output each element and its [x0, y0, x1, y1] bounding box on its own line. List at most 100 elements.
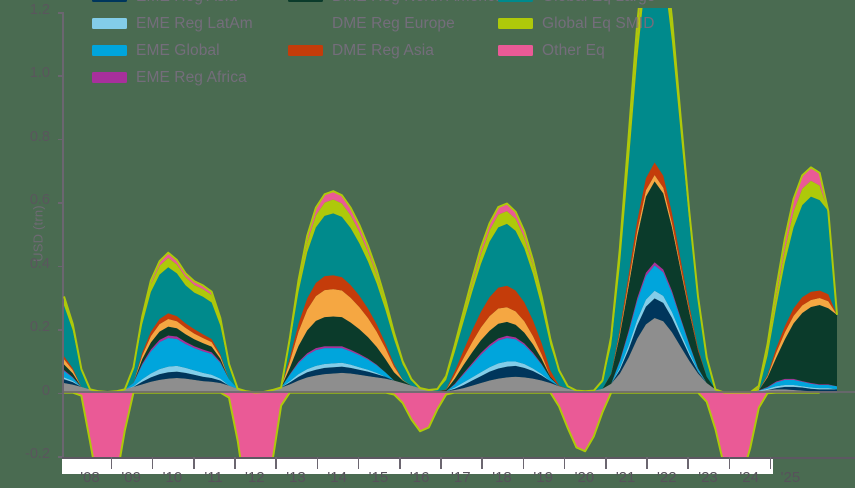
plot-area [62, 8, 855, 457]
legend-item-label: EME Reg LatAm [136, 14, 253, 32]
legend-item-label: DME Reg North America [332, 0, 504, 6]
legend-swatch-icon [92, 18, 127, 29]
x-axis-tick-label: '09 [121, 469, 141, 486]
x-axis-tick-mark [275, 457, 277, 469]
legend-swatch-icon [92, 72, 127, 83]
total-outline [63, 8, 838, 394]
legend-item-label: EME Reg Africa [136, 68, 247, 86]
x-axis-tick-label: '21 [615, 469, 636, 486]
x-axis-tick-mark [646, 457, 648, 469]
y-axis-tick-label: 1.0 [29, 65, 50, 82]
x-axis-band [62, 457, 773, 474]
legend-swatch-icon [498, 18, 533, 29]
legend-swatch-icon [498, 45, 533, 56]
x-axis-tick-label: '16 [409, 469, 430, 486]
area-series-sector [64, 318, 837, 393]
x-axis-tick-label: '13 [286, 469, 306, 486]
legend-item[interactable]: Global Eq Large [498, 0, 698, 10]
x-axis-tick-label: '23 [698, 469, 718, 486]
legend-item-label: DME Reg Asia [332, 41, 434, 59]
legend-swatch-icon [92, 0, 127, 2]
zero-reference-line [62, 391, 855, 393]
area-series-dme-reg-north-america [64, 181, 837, 393]
legend-item[interactable]: DME Reg Europe [288, 10, 498, 37]
y-axis-tick-label: 1.2 [29, 2, 50, 18]
x-axis-tick-label: '25 [780, 469, 801, 486]
y-axis-tick-mark [58, 392, 64, 395]
y-axis-tick-mark [58, 12, 64, 14]
x-axis-tick-mark [728, 457, 731, 469]
x-axis-tick-mark [234, 457, 236, 469]
y-axis-line [62, 12, 64, 456]
legend-item[interactable]: Global Eq SMID [498, 10, 698, 37]
x-axis-tick-label: '08 [80, 469, 100, 486]
area-series-other-eq [64, 392, 820, 457]
legend-swatch-icon [288, 0, 323, 2]
x-axis-tick-label: '11 [204, 469, 223, 486]
area-series-eme-global [64, 265, 837, 393]
x-axis-tick-mark [399, 457, 401, 469]
legend-column: DME Reg North America DME Reg Europe DME R… [288, 0, 504, 64]
legend-item[interactable]: EME Reg Africa [92, 64, 288, 91]
legend-swatch-icon [288, 45, 323, 56]
stacked-area-svg [63, 8, 838, 457]
y-axis-tick-label: 0.2 [29, 319, 50, 336]
legend-swatch-icon [92, 45, 127, 56]
x-axis-tick-mark [563, 457, 566, 469]
x-axis-tick-label: '18 [492, 469, 512, 486]
y-axis-tick-label: -0.2 [25, 446, 50, 462]
y-axis-tick-label: 0.6 [29, 192, 50, 209]
legend-item-label: Global Eq Large [542, 0, 656, 6]
y-axis-tick-mark [58, 456, 64, 458]
x-axis-tick-label: '12 [245, 469, 265, 486]
x-axis-tick-label: '15 [368, 469, 389, 486]
y-axis-tick-mark [58, 329, 64, 331]
x-axis-tick-label: '20 [574, 469, 595, 486]
legend-item[interactable]: DME Reg Asia [288, 37, 498, 64]
area-series-eme-reg-asia [64, 298, 837, 393]
x-axis-tick-mark [110, 457, 113, 469]
legend-item-label: EME Global [136, 41, 220, 59]
y-axis-tick-mark [58, 265, 64, 268]
x-axis-tick-mark [481, 457, 483, 469]
legend-swatch-icon [498, 0, 533, 2]
y-axis-tick-mark [58, 75, 64, 77]
x-axis-tick-mark [769, 457, 772, 469]
legend-item-label: Other Eq [542, 41, 605, 59]
x-axis-tick-mark [316, 457, 319, 469]
area-series-global-eq-large [64, 8, 837, 393]
legend-item-label: EME Reg Asia [136, 0, 237, 6]
y-axis-tick-label: 0 [41, 382, 50, 399]
x-axis-tick-label: '19 [533, 469, 553, 486]
y-axis-tick-mark [58, 138, 64, 141]
total-outline [64, 391, 820, 457]
x-axis-tick-label: '10 [162, 469, 183, 486]
legend-column: Global Eq Large Global Eq SMID Other Eq [498, 0, 698, 64]
legend-item-label: Global Eq SMID [542, 14, 655, 32]
x-axis-tick-label: '17 [451, 469, 471, 486]
legend-item-label: DME Reg Europe [332, 14, 455, 32]
x-axis-tick-mark [440, 457, 442, 469]
legend-item[interactable]: EME Global [92, 37, 288, 64]
x-axis-line [62, 457, 855, 459]
y-axis-tick-label: 0.4 [29, 255, 50, 272]
legend-item[interactable]: DME Reg North America [288, 0, 504, 10]
x-axis-tick-mark [687, 457, 689, 469]
legend-item[interactable]: EME Reg LatAm [92, 10, 288, 37]
legend-item[interactable]: EME Reg Asia [92, 0, 288, 10]
x-axis-tick-label: '14 [327, 469, 347, 486]
x-axis-tick-mark [522, 457, 525, 469]
x-axis-tick-mark [357, 457, 360, 469]
y-axis-tick-label: 0.8 [29, 128, 50, 145]
legend-item[interactable]: Other Eq [498, 37, 698, 64]
x-axis-tick-mark [605, 457, 607, 469]
x-axis-tick-label: '22 [657, 469, 677, 486]
x-axis-tick-mark [193, 457, 195, 469]
legend-swatch-icon [288, 18, 323, 29]
y-axis-tick-mark [58, 202, 64, 204]
x-axis-tick-mark [151, 457, 154, 469]
x-axis-tick-label: '24 [739, 469, 759, 486]
